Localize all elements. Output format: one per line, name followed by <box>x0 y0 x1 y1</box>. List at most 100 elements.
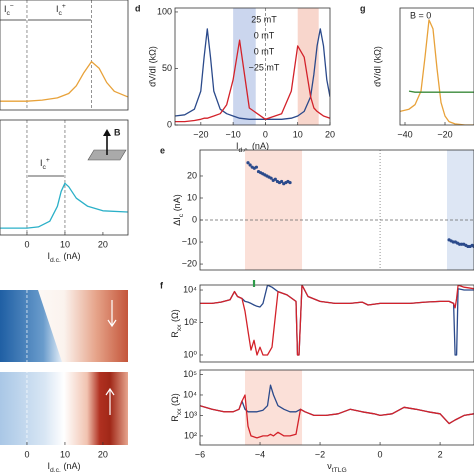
plot-area <box>400 19 474 125</box>
data-point <box>288 180 292 185</box>
y-axis-label: Rxx (Ω) <box>170 309 183 337</box>
x-tick-label: 0 <box>263 129 268 139</box>
data-point <box>248 163 252 167</box>
annotation: Ic+ <box>56 3 66 17</box>
legend-entry: 25 mT <box>251 14 277 24</box>
series-line <box>200 394 474 439</box>
series-line <box>400 19 474 125</box>
ic-arrows <box>0 19 91 177</box>
annotation-part: + <box>62 3 66 10</box>
x-axis-label-part: d.c. <box>239 147 250 154</box>
legend-entry: 0 mT <box>254 46 275 56</box>
band <box>297 8 319 125</box>
x-axis-label: Id.c. (nA) <box>236 141 269 154</box>
y-tick-label: 20 <box>187 170 197 180</box>
x-tick-label: 10 <box>293 129 303 139</box>
field-arrow-head <box>103 129 111 136</box>
data-point <box>269 176 273 180</box>
y-axis-label-part: (Ω) <box>170 393 180 408</box>
field-arrow-head <box>107 319 117 328</box>
x-tick-label: −20 <box>193 129 208 139</box>
annotation-part: c <box>7 10 11 17</box>
x-tick-label: −2 <box>315 449 325 459</box>
x-axis-label-part: tTLG <box>332 467 347 474</box>
band <box>233 8 256 125</box>
annotation: B = 0 <box>410 10 431 20</box>
y-tick-label: 10² <box>184 317 197 327</box>
y-axis-label-part: xx <box>176 324 183 331</box>
y-axis-label-part: xx <box>176 408 183 415</box>
axes-frame <box>399 7 474 126</box>
x-tick-label: 20 <box>98 449 108 459</box>
field-icon <box>87 129 127 161</box>
series-line <box>175 39 330 123</box>
band <box>245 150 303 270</box>
y-tick-label: 50 <box>162 63 172 73</box>
y-tick-label: 10 <box>187 192 197 202</box>
data-point <box>246 161 250 165</box>
y-tick-label: 0 <box>167 119 172 129</box>
y-axis-label-part: (nA) <box>172 194 182 214</box>
legend-entry: 0 mT <box>254 30 275 40</box>
plot-area <box>200 370 474 445</box>
y-tick-label: 10⁰ <box>183 349 197 359</box>
x-tick-label: 20 <box>98 239 108 249</box>
panel-letter: g <box>360 3 366 13</box>
axes-frame <box>199 284 474 363</box>
axes-frame <box>0 0 129 111</box>
x-axis-label-part: (nA) <box>249 141 269 151</box>
heatmaps <box>0 290 128 445</box>
series-line <box>408 90 474 93</box>
annotation-part: I <box>4 4 7 14</box>
x-tick-label: −4 <box>255 449 265 459</box>
axes-frame <box>174 7 331 126</box>
x-axis-label-part: (nA) <box>61 461 81 471</box>
x-axis-label-part: I <box>48 251 51 261</box>
x-axis-label-part: ν <box>327 461 332 471</box>
heatmap-blue-region <box>0 290 62 362</box>
plot-area <box>175 8 330 125</box>
y-axis-label: Rxx (Ω) <box>170 393 183 421</box>
y-tick-label: 10⁴ <box>183 389 197 399</box>
y-axis-label-part: R <box>170 415 180 422</box>
x-tick-label: 10 <box>60 449 70 459</box>
data-point <box>254 165 259 169</box>
x-axis-label-part: d.c. <box>50 467 61 474</box>
y-axis-label-part: (Ω) <box>170 309 180 324</box>
x-tick-label: −10 <box>225 129 240 139</box>
y-tick-label: 100 <box>157 6 172 16</box>
plot-area <box>200 150 474 270</box>
x-axis-label-part: I <box>48 461 51 471</box>
annotation-part: I <box>56 4 59 14</box>
field-label: B <box>114 127 121 137</box>
x-axis-label: νtTLG <box>327 461 347 474</box>
plot-area <box>0 0 128 110</box>
data-point <box>273 177 277 181</box>
x-tick-label: 0 <box>24 239 29 249</box>
annotation-part: − <box>10 3 14 10</box>
panel-letter: d <box>135 3 141 13</box>
x-axis-label-part: (nA) <box>61 251 81 261</box>
plot-area <box>200 285 474 356</box>
annotation: Ic+ <box>40 157 50 171</box>
x-tick-label: 10 <box>60 239 70 249</box>
y-tick-label: 10⁵ <box>183 369 197 379</box>
panel-letter: e <box>160 145 165 155</box>
x-tick-label: 20 <box>325 129 335 139</box>
x-axis-label-part: I <box>236 141 239 151</box>
axes-frame <box>199 149 474 271</box>
y-axis-label-part: R <box>170 331 180 338</box>
y-tick-label: 10³ <box>184 410 197 420</box>
axes-frame <box>0 119 129 236</box>
y-axis-label-part: c <box>178 213 185 217</box>
band <box>245 370 303 445</box>
x-tick-label: 2 <box>438 449 443 459</box>
y-tick-label: −10 <box>182 236 197 246</box>
x-tick-label: 0 <box>378 449 383 459</box>
heatmap-bottom <box>0 372 128 445</box>
field-arrow-head <box>105 387 115 396</box>
plot-area <box>0 120 128 235</box>
panel-letter: f <box>160 280 164 290</box>
series-line <box>200 285 474 356</box>
y-tick-label: 10² <box>184 430 197 440</box>
